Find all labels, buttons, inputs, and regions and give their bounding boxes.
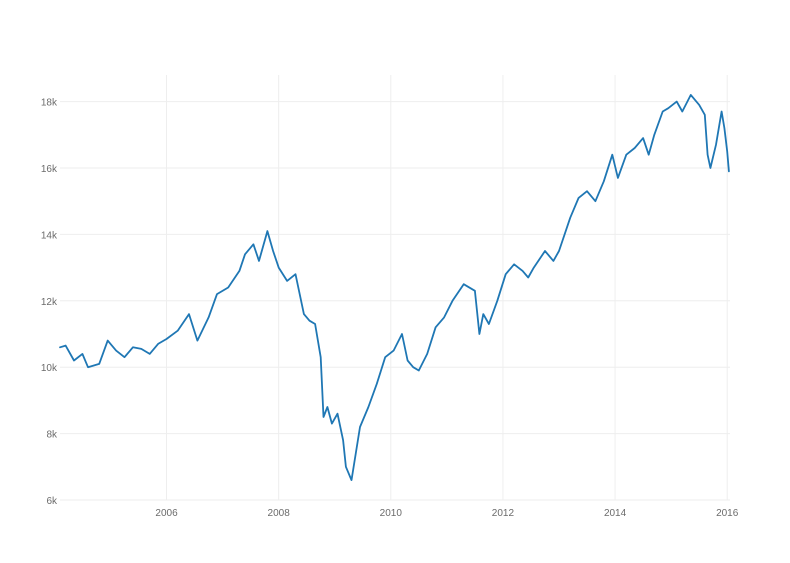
y-tick-label: 18k bbox=[41, 98, 58, 109]
x-tick-label: 2012 bbox=[492, 508, 515, 519]
x-tick-label: 2006 bbox=[155, 508, 178, 519]
series-line bbox=[59, 94, 730, 481]
y-tick-label: 12k bbox=[41, 297, 58, 308]
y-tick-label: 14k bbox=[41, 230, 58, 241]
series-layer bbox=[59, 94, 730, 481]
x-tick-label: 2014 bbox=[604, 508, 627, 519]
y-tick-label: 8k bbox=[46, 430, 58, 441]
x-tick-label: 2016 bbox=[716, 508, 739, 519]
y-tick-label: 16k bbox=[41, 164, 58, 175]
x-tick-label: 2008 bbox=[268, 508, 291, 519]
y-grid bbox=[60, 101, 730, 501]
y-axis-tick-labels: 6k 8k 10k 12k 14k 16k 18k bbox=[41, 98, 58, 507]
x-axis-tick-labels: 2006 2008 2010 2012 2014 2016 bbox=[155, 508, 738, 519]
y-tick-label: 10k bbox=[41, 363, 58, 374]
y-tick-label: 6k bbox=[46, 496, 58, 507]
x-tick-label: 2010 bbox=[380, 508, 403, 519]
